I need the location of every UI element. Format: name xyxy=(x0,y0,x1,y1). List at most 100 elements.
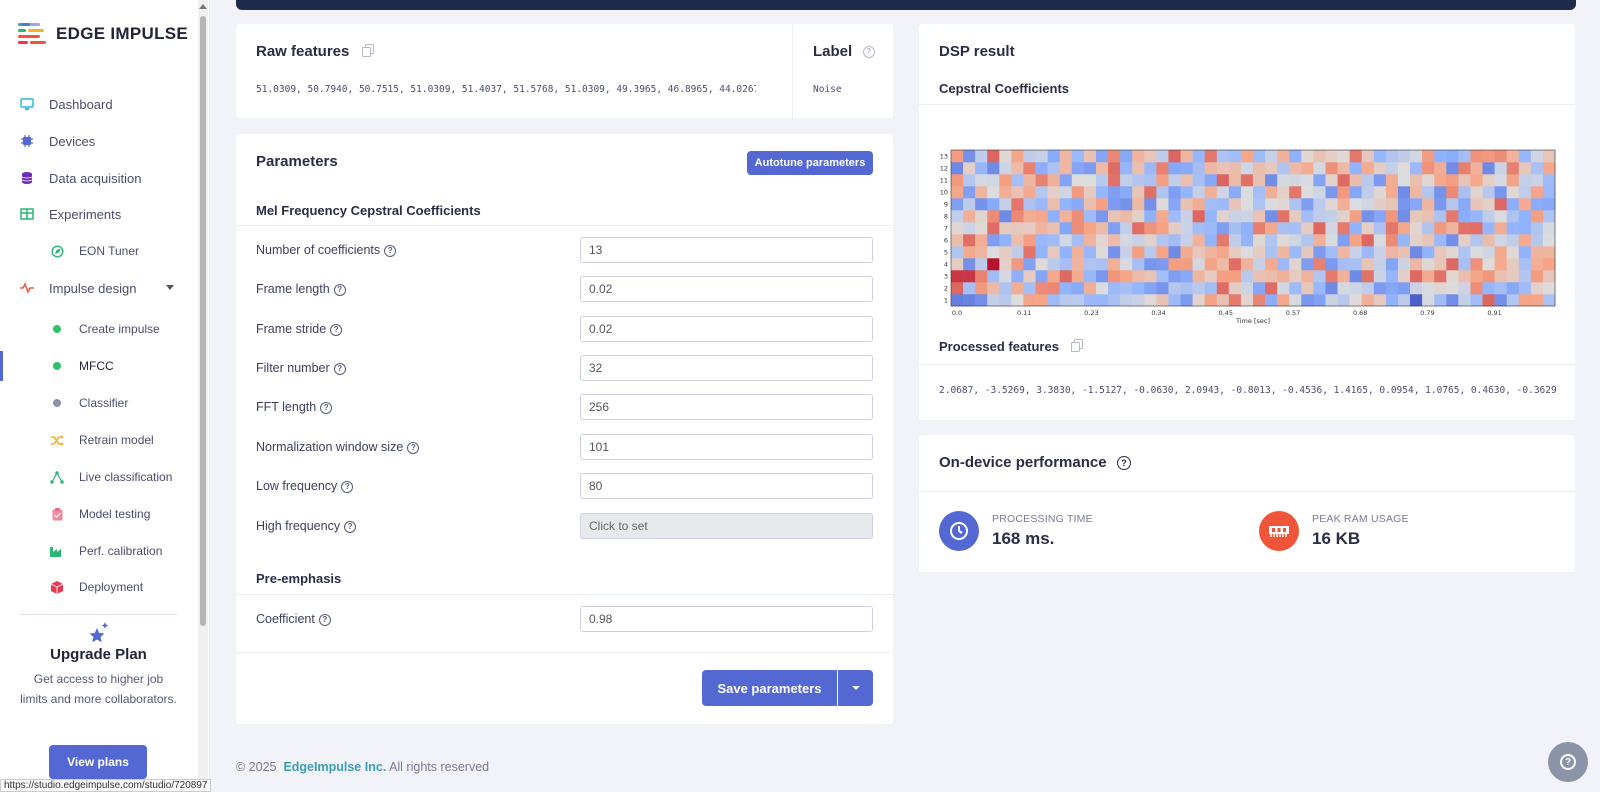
sidebar-item-create-impulse[interactable]: Create impulse xyxy=(0,314,196,344)
heatmap-cell xyxy=(1095,222,1109,235)
chip-icon xyxy=(19,133,35,149)
heatmap-cell xyxy=(1204,210,1218,223)
sidebar-item-experiments[interactable]: Experiments xyxy=(0,199,196,229)
help-icon[interactable]: ? xyxy=(862,45,875,58)
heatmap-cell xyxy=(1253,162,1266,175)
filter-number-input[interactable] xyxy=(580,355,873,381)
heatmap-cell xyxy=(1253,186,1266,199)
heatmap-cell xyxy=(1192,222,1205,235)
number-of-coefficients-input[interactable] xyxy=(580,237,873,263)
heatmap-cell xyxy=(1410,270,1423,283)
help-icon[interactable]: ? xyxy=(318,613,331,626)
sidebar-item-data-acquisition[interactable]: Data acquisition xyxy=(0,163,196,193)
heatmap-cell xyxy=(1144,186,1157,199)
sidebar-item-dashboard[interactable]: Dashboard xyxy=(0,89,196,119)
heatmap-cell xyxy=(999,282,1012,295)
chevron-down-icon[interactable] xyxy=(166,285,174,290)
heatmap-cell xyxy=(1373,258,1387,271)
view-plans-button[interactable]: View plans xyxy=(49,745,147,779)
heatmap-cell xyxy=(1253,198,1266,211)
frame-stride-input[interactable] xyxy=(580,316,873,342)
sidebar-item-model-testing[interactable]: Model testing xyxy=(0,499,196,529)
save-parameters-button[interactable]: Save parameters xyxy=(702,670,837,706)
heatmap-cell xyxy=(1349,294,1363,307)
heatmap-cell xyxy=(1204,246,1218,259)
heatmap-cell xyxy=(1083,186,1097,199)
sidebar-item-live-classification[interactable]: Live classification xyxy=(0,462,196,492)
help-icon[interactable]: ? xyxy=(333,283,346,296)
param-label-text: Frame length xyxy=(256,282,330,296)
heatmap-cell xyxy=(1023,282,1036,295)
sidebar-item-eon-tuner[interactable]: EON Tuner xyxy=(0,236,196,266)
dot-icon xyxy=(49,358,65,374)
heatmap-cell xyxy=(1023,258,1036,271)
normalization-window-input[interactable] xyxy=(580,434,873,460)
heatmap-cell xyxy=(1482,270,1495,283)
sidebar-item-devices[interactable]: Devices xyxy=(0,126,196,156)
param-label-text: Filter number xyxy=(256,361,330,375)
dsp-result-title: DSP result xyxy=(939,43,1015,60)
low-frequency-input[interactable] xyxy=(580,473,873,499)
heatmap-cell xyxy=(1132,198,1145,211)
frame-length-input[interactable] xyxy=(580,276,873,302)
heatmap-cell xyxy=(1059,198,1073,211)
upgrade-title: Upgrade Plan xyxy=(50,646,147,663)
sidebar-item-classifier[interactable]: Classifier xyxy=(0,388,196,418)
help-chat-button[interactable]: ? xyxy=(1548,742,1588,782)
param-label: Frame stride? xyxy=(256,322,580,336)
sidebar-scrollbar-thumb[interactable] xyxy=(200,16,206,626)
high-frequency-input[interactable] xyxy=(580,513,873,539)
heatmap-cell xyxy=(999,222,1012,235)
scroll-up-icon[interactable] xyxy=(199,4,207,9)
heatmap-cell xyxy=(1253,282,1266,295)
heatmap-cell xyxy=(1035,222,1048,235)
help-icon[interactable]: ? xyxy=(333,362,346,375)
help-icon[interactable]: ? xyxy=(320,401,333,414)
help-icon[interactable]: ? xyxy=(344,520,357,533)
footer-company-link[interactable]: EdgeImpulse Inc. xyxy=(283,760,387,774)
heatmap-cell xyxy=(1494,150,1507,163)
logo[interactable]: EDGE IMPULSE xyxy=(18,22,188,46)
help-icon[interactable]: ? xyxy=(384,244,397,257)
heatmap-cell xyxy=(1023,198,1036,211)
heatmap-cell xyxy=(1313,246,1326,259)
help-icon[interactable]: ? xyxy=(407,441,420,454)
fft-length-input[interactable] xyxy=(580,394,873,420)
autotune-parameters-button[interactable]: Autotune parameters xyxy=(747,151,873,175)
heatmap-cell xyxy=(1518,270,1532,283)
heatmap-cell xyxy=(1301,234,1314,247)
heatmap-cell xyxy=(1494,222,1507,235)
heatmap-cell xyxy=(1506,258,1520,271)
sidebar-item-perf-calibration[interactable]: Perf. calibration xyxy=(0,536,196,566)
heatmap-cell xyxy=(1083,246,1097,259)
param-label: Number of coefficients? xyxy=(256,243,580,257)
heatmap-cell xyxy=(1083,162,1097,175)
raw-features-card: Raw features 51.0309, 50.7940, 50.7515, … xyxy=(236,24,893,118)
heatmap-cell xyxy=(1385,210,1399,223)
coefficient-input[interactable] xyxy=(580,606,873,632)
sidebar-item-impulse-design[interactable]: Impulse design xyxy=(0,273,196,303)
sidebar-item-retrain-model[interactable]: Retrain model xyxy=(0,425,196,455)
copy-icon[interactable] xyxy=(1071,339,1084,352)
heatmap-cell xyxy=(1385,150,1399,163)
heatmap-cell xyxy=(1518,210,1532,223)
heatmap-cell xyxy=(1132,258,1145,271)
help-icon[interactable]: ? xyxy=(330,323,343,336)
heatmap-cell xyxy=(1422,294,1435,307)
heatmap-cell xyxy=(1204,162,1218,175)
help-icon[interactable]: ? xyxy=(341,480,354,493)
heatmap-cell xyxy=(1011,198,1024,211)
heatmap-cell xyxy=(1023,234,1036,247)
sidebar-item-mfcc[interactable]: MFCC xyxy=(0,351,196,381)
heatmap-cell xyxy=(1095,186,1109,199)
help-icon[interactable]: ? xyxy=(1117,455,1132,470)
y-tick-label: 3 xyxy=(944,272,948,280)
copy-icon[interactable] xyxy=(361,44,374,57)
heatmap-cell xyxy=(1108,210,1121,223)
heatmap-cell xyxy=(999,258,1012,271)
heatmap-cell xyxy=(1349,258,1363,271)
heatmap-cell xyxy=(1506,162,1520,175)
section-divider xyxy=(236,652,893,653)
sidebar-item-deployment[interactable]: Deployment xyxy=(0,572,196,602)
save-options-dropdown[interactable] xyxy=(838,670,873,706)
